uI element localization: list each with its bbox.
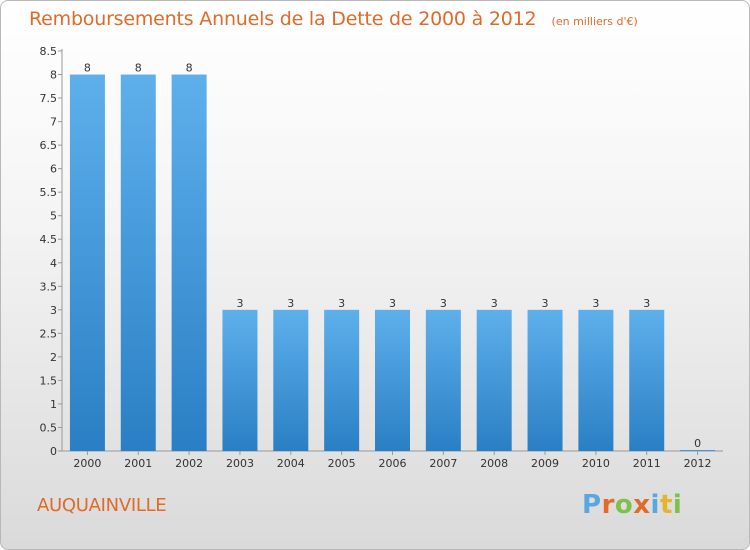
y-tick-label: 7 xyxy=(50,116,57,129)
value-label: 0 xyxy=(694,437,701,450)
value-label: 3 xyxy=(338,297,345,310)
bar-2010 xyxy=(578,309,614,451)
bar-2012 xyxy=(680,450,716,451)
y-tick-label: 8.5 xyxy=(40,45,58,58)
bar-2005 xyxy=(324,309,360,451)
y-tick-label: 2 xyxy=(50,351,57,364)
bar-2003 xyxy=(222,309,258,451)
y-tick-label: 5 xyxy=(50,210,57,223)
value-label: 3 xyxy=(440,297,447,310)
x-tick-label: 2010 xyxy=(582,457,610,470)
x-tick-label: 2006 xyxy=(379,457,407,470)
value-label: 3 xyxy=(491,297,498,310)
y-tick-label: 1 xyxy=(50,398,57,411)
value-label: 3 xyxy=(236,297,243,310)
bar-2002 xyxy=(171,74,207,451)
y-tick-label: 5.5 xyxy=(40,186,58,199)
bar-2000 xyxy=(69,74,105,451)
y-tick-label: 8 xyxy=(50,69,57,82)
y-tick-label: 1.5 xyxy=(40,374,58,387)
x-tick-label: 2005 xyxy=(328,457,356,470)
x-tick-label: 2009 xyxy=(531,457,559,470)
bar-2004 xyxy=(273,309,309,451)
x-tick-label: 2001 xyxy=(124,457,152,470)
value-label: 3 xyxy=(287,297,294,310)
y-tick-label: 0 xyxy=(50,445,57,458)
y-tick-label: 0.5 xyxy=(40,421,58,434)
x-tick-label: 2004 xyxy=(277,457,305,470)
bar-2008 xyxy=(476,309,512,451)
x-tick-label: 2000 xyxy=(73,457,101,470)
value-label: 3 xyxy=(643,297,650,310)
value-label: 8 xyxy=(135,62,142,75)
y-tick-label: 3.5 xyxy=(40,280,58,293)
y-tick-label: 3 xyxy=(50,304,57,317)
value-label: 8 xyxy=(186,62,193,75)
x-tick-label: 2008 xyxy=(480,457,508,470)
x-tick-label: 2002 xyxy=(175,457,203,470)
bar-2006 xyxy=(375,309,410,451)
value-label: 8 xyxy=(84,62,91,75)
proxiti-logo[interactable]: Proxiti xyxy=(582,490,683,520)
bar-2009 xyxy=(527,309,563,451)
value-label: 3 xyxy=(542,297,549,310)
chart-title: Remboursements Annuels de la Dette de 20… xyxy=(29,8,537,30)
bar-2007 xyxy=(425,309,461,451)
bar-2011 xyxy=(629,309,665,451)
x-tick-label: 2012 xyxy=(684,457,712,470)
y-tick-label: 7.5 xyxy=(40,92,58,105)
value-label: 3 xyxy=(389,297,396,310)
bar-2001 xyxy=(120,74,156,451)
y-tick-label: 6.5 xyxy=(40,139,58,152)
x-tick-label: 2011 xyxy=(633,457,661,470)
chart-subtitle: (en milliers d'€) xyxy=(551,15,638,28)
x-tick-label: 2003 xyxy=(226,457,254,470)
value-label: 3 xyxy=(592,297,599,310)
title-row: Remboursements Annuels de la Dette de 20… xyxy=(29,8,638,30)
y-tick-label: 4 xyxy=(50,257,57,270)
x-tick-label: 2007 xyxy=(429,457,457,470)
commune-name: AUQUAINVILLE xyxy=(37,495,167,516)
y-tick-label: 2.5 xyxy=(40,327,58,340)
y-tick-label: 4.5 xyxy=(40,233,58,246)
y-tick-label: 6 xyxy=(50,163,57,176)
